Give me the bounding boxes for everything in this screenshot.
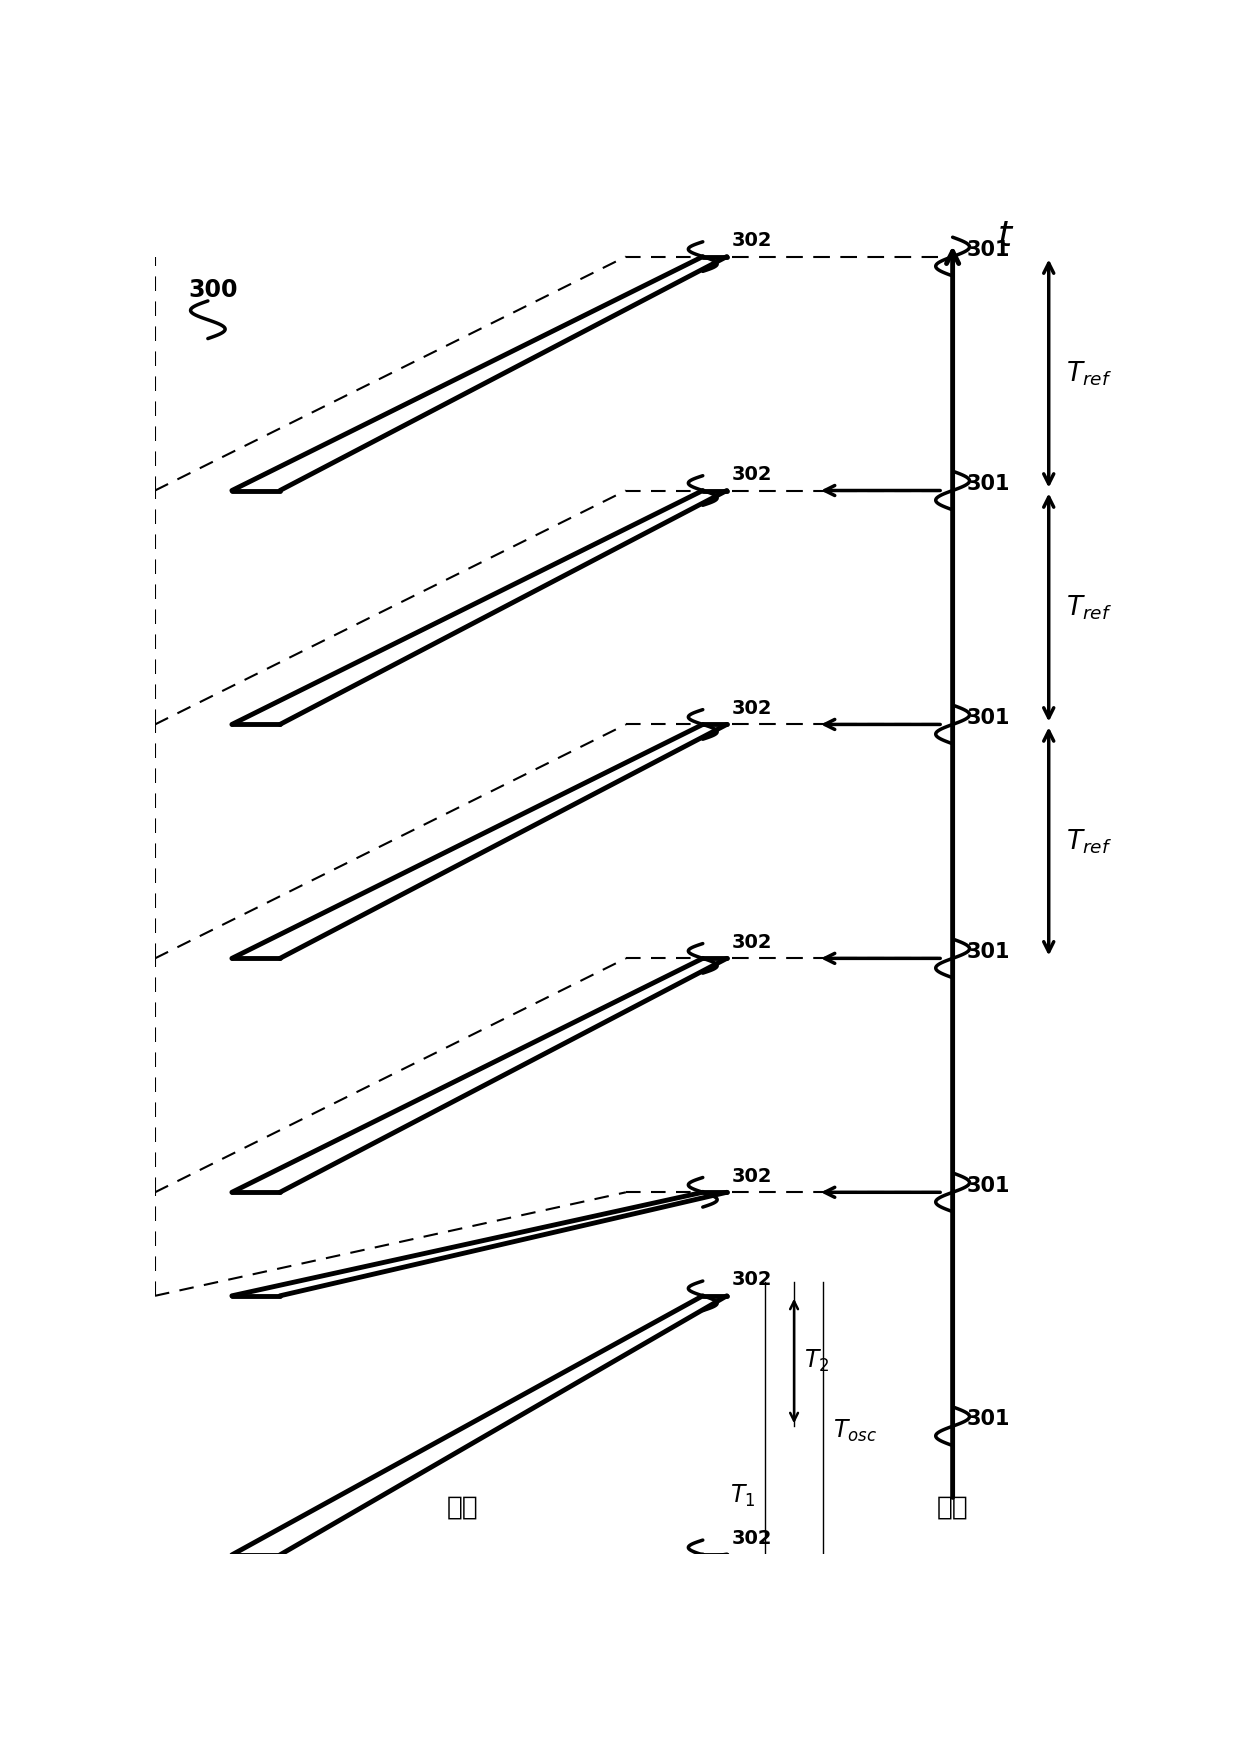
Text: 300: 300	[188, 278, 238, 302]
Text: 301: 301	[967, 707, 1011, 728]
Text: $T_{ref}$: $T_{ref}$	[1066, 828, 1112, 856]
Text: 302: 302	[732, 1166, 773, 1186]
Text: 301: 301	[967, 1409, 1011, 1430]
Text: $T_{ref}$: $T_{ref}$	[1066, 360, 1112, 388]
Text: 同步: 同步	[936, 1495, 968, 1521]
Text: $t$: $t$	[997, 220, 1014, 253]
Text: $T_{ref}$: $T_{ref}$	[1066, 594, 1112, 622]
Text: 振荡: 振荡	[446, 1495, 479, 1521]
Text: $T_2$: $T_2$	[804, 1348, 830, 1374]
Text: 302: 302	[732, 230, 773, 250]
Text: $T_1$: $T_1$	[730, 1484, 755, 1510]
Text: 302: 302	[732, 1529, 773, 1549]
Text: 302: 302	[732, 464, 773, 484]
Text: 302: 302	[732, 1269, 773, 1289]
Text: 301: 301	[967, 941, 1011, 962]
Text: $T_{osc}$: $T_{osc}$	[832, 1418, 877, 1444]
Text: 301: 301	[967, 473, 1011, 494]
Text: 302: 302	[732, 932, 773, 952]
Text: 301: 301	[967, 239, 1011, 260]
Text: 302: 302	[732, 698, 773, 718]
Text: 301: 301	[967, 1175, 1011, 1196]
